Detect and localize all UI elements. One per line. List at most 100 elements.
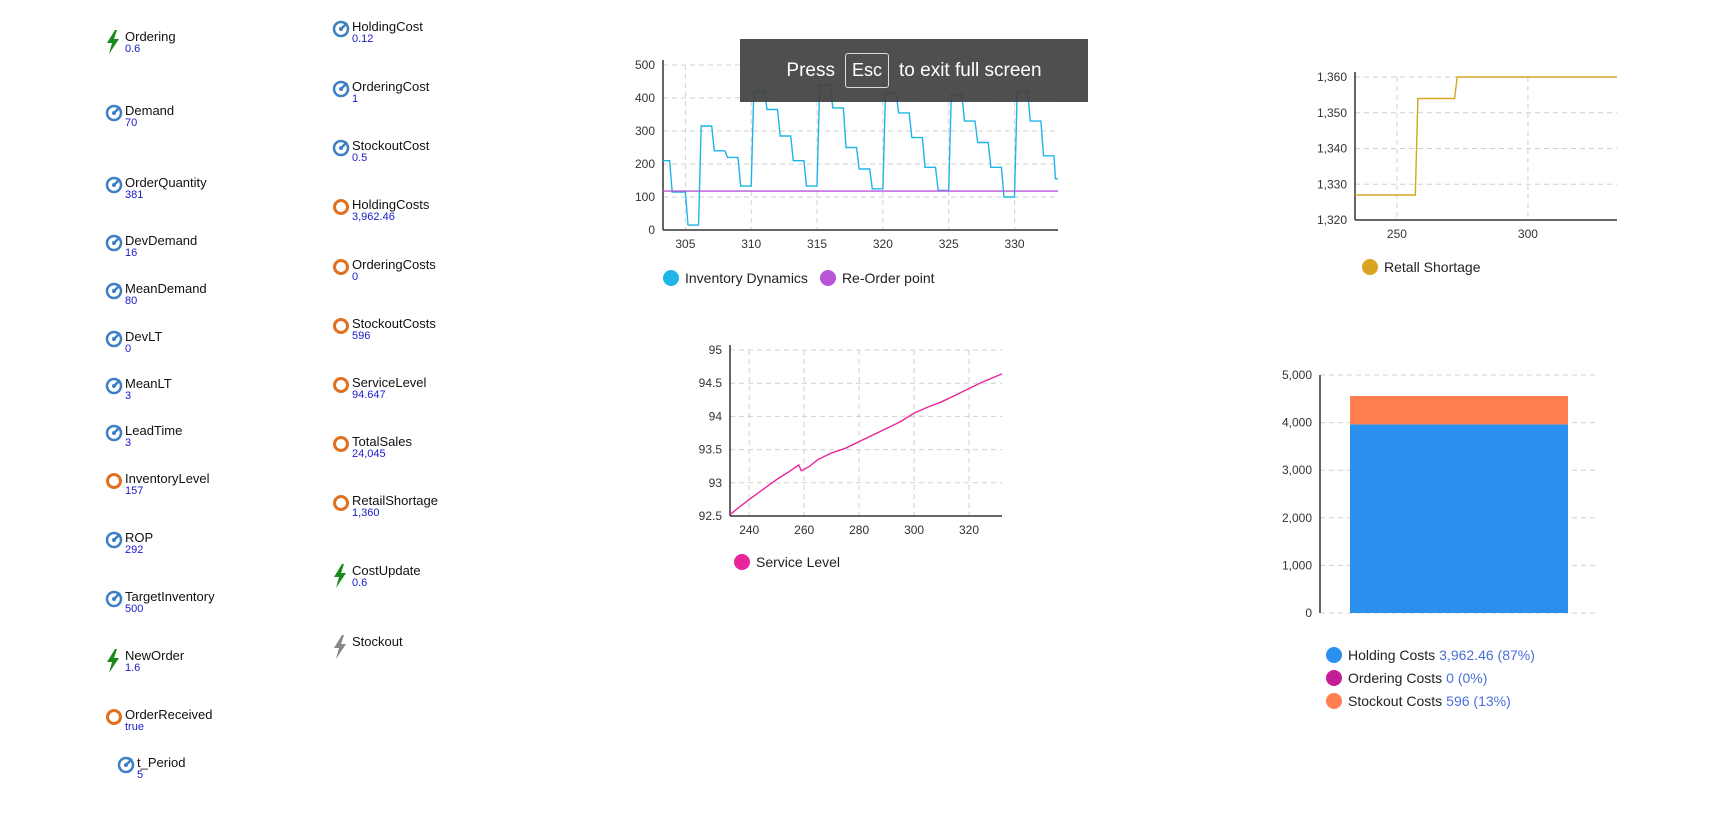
parameter-icon <box>105 531 123 551</box>
legend-label: Stockout Costs <box>1348 693 1443 709</box>
y-tick-label: 4,000 <box>1282 416 1312 430</box>
bar-segment-stockout-costs[interactable] <box>1350 396 1568 425</box>
variable-orderingcosts[interactable]: OrderingCosts 0 <box>332 258 436 283</box>
variable-text: DevDemand 16 <box>125 234 197 259</box>
variable-targetinventory[interactable]: TargetInventory 500 <box>105 590 215 615</box>
variable-text: OrderingCosts 0 <box>352 258 436 283</box>
y-tick-label: 1,330 <box>1317 177 1347 191</box>
legend-item-inventory[interactable]: Inventory Dynamics <box>663 270 808 286</box>
parameter-icon <box>332 139 350 159</box>
event-icon <box>332 635 350 659</box>
variable-name: DevLT <box>125 329 163 344</box>
variable-devlt[interactable]: DevLT 0 <box>105 330 162 355</box>
variable-stockoutcosts[interactable]: StockoutCosts 596 <box>332 317 436 342</box>
variable-retailshortage[interactable]: RetailShortage 1,360 <box>332 494 438 519</box>
variable-stockoutcost[interactable]: StockoutCost 0.5 <box>332 139 429 164</box>
legend-item-retail-shortage[interactable]: Retall Shortage <box>1362 259 1481 275</box>
variable-text: TotalSales 24,045 <box>352 435 412 460</box>
variable-name: InventoryLevel <box>125 471 210 486</box>
variable-leadtime[interactable]: LeadTime 3 <box>105 424 182 449</box>
variable-icon <box>332 198 350 218</box>
variable-value: 24,045 <box>352 448 386 460</box>
costs-legend: Holding Costs 3,962.46 (87%) Ordering Cos… <box>1326 647 1547 709</box>
x-tick-label: 325 <box>939 237 959 251</box>
variable-t_period[interactable]: t_Period 5 <box>117 756 185 781</box>
variable-stockout[interactable]: Stockout <box>332 635 403 659</box>
parameter-icon <box>105 176 123 196</box>
y-tick-label: 500 <box>635 58 655 72</box>
legend-dot <box>663 270 679 286</box>
variable-icon <box>332 435 350 455</box>
variable-value: 80 <box>125 295 138 307</box>
legend-dot <box>1362 259 1378 275</box>
variable-name: MeanLT <box>125 376 172 391</box>
parameter-icon <box>105 377 123 397</box>
variable-name: Stockout <box>352 634 403 649</box>
variable-name: HoldingCost <box>352 19 423 34</box>
variable-text: t_Period 5 <box>137 756 185 781</box>
parameter-icon <box>105 590 123 610</box>
variable-text: Ordering 0.6 <box>125 30 176 55</box>
bar-segment-holding-costs[interactable] <box>1350 424 1568 613</box>
variable-name: Ordering <box>125 29 176 44</box>
variable-inventorylevel[interactable]: InventoryLevel 157 <box>105 472 210 497</box>
variable-value: 70 <box>125 117 138 129</box>
variable-value: 5 <box>137 769 144 781</box>
y-tick-label: 2,000 <box>1282 511 1312 525</box>
variable-value: 3 <box>125 437 132 449</box>
legend-item-service-level[interactable]: Service Level <box>734 554 840 570</box>
fullscreen-exit-notice: Press Esc to exit full screen <box>740 39 1088 102</box>
variable-demand[interactable]: Demand 70 <box>105 104 174 129</box>
variable-value: 16 <box>125 247 138 259</box>
variable-text: DevLT 0 <box>125 330 162 355</box>
variable-totalsales[interactable]: TotalSales 24,045 <box>332 435 412 460</box>
legend-item-holding-costs[interactable]: Holding Costs 3,962.46 (87%) <box>1326 647 1535 663</box>
service-level-legend: Service Level <box>734 554 852 570</box>
variable-name: NewOrder <box>125 648 185 663</box>
legend-dot <box>734 554 750 570</box>
variable-holdingcost[interactable]: HoldingCost 0.12 <box>332 20 423 45</box>
legend-item-ordering-costs[interactable]: Ordering Costs 0 (0%) <box>1326 670 1487 686</box>
variable-costupdate[interactable]: CostUpdate 0.6 <box>332 564 421 589</box>
x-tick-label: 280 <box>849 523 869 535</box>
variable-icon <box>332 376 350 396</box>
variable-value: 1,360 <box>352 507 380 519</box>
variable-name: TargetInventory <box>125 589 215 604</box>
variable-value: 3,962.46 <box>352 211 395 223</box>
x-tick-label: 300 <box>904 523 924 535</box>
legend-value: 596 (13%) <box>1446 693 1511 709</box>
retail-shortage-chart: 1,320 1,330 1,340 1,350 1,360 250 300 <box>1317 70 1617 241</box>
variable-orderingcost[interactable]: OrderingCost 1 <box>332 80 429 105</box>
fullscreen-press-text: Press <box>786 59 835 81</box>
variable-rop[interactable]: ROP 292 <box>105 531 153 556</box>
variable-ordering[interactable]: Ordering 0.6 <box>105 30 176 55</box>
variable-text: MeanDemand 80 <box>125 282 207 307</box>
variable-value: true <box>125 721 144 733</box>
variable-meanlt[interactable]: MeanLT 3 <box>105 377 172 402</box>
variable-orderreceived[interactable]: OrderReceived true <box>105 708 212 733</box>
series-line-service-level <box>729 373 1003 516</box>
y-tick-label: 300 <box>635 124 655 138</box>
variable-devdemand[interactable]: DevDemand 16 <box>105 234 197 259</box>
event-icon <box>332 564 350 588</box>
variable-value: 0.12 <box>352 33 374 45</box>
y-tick-label: 93.5 <box>699 443 723 457</box>
legend-label: Retall Shortage <box>1384 259 1481 275</box>
variable-neworder[interactable]: NewOrder 1.6 <box>105 649 184 674</box>
variable-text: Stockout <box>352 635 403 649</box>
variable-icon <box>332 258 350 278</box>
y-tick-label: 3,000 <box>1282 463 1312 477</box>
variable-meandemand[interactable]: MeanDemand 80 <box>105 282 207 307</box>
variable-value: 500 <box>125 603 144 615</box>
legend-item-stockout-costs[interactable]: Stockout Costs 596 (13%) <box>1326 693 1511 709</box>
parameter-icon <box>105 424 123 444</box>
variable-name: RetailShortage <box>352 493 438 508</box>
variable-text: HoldingCosts 3,962.46 <box>352 198 429 223</box>
variable-holdingcosts[interactable]: HoldingCosts 3,962.46 <box>332 198 429 223</box>
legend-dot <box>1326 647 1342 663</box>
legend-item-reorder[interactable]: Re-Order point <box>819 270 935 286</box>
variable-text: ROP 292 <box>125 531 153 556</box>
variable-orderquantity[interactable]: OrderQuantity 381 <box>105 176 207 201</box>
variable-servicelevel[interactable]: ServiceLevel 94.647 <box>332 376 426 401</box>
variable-text: OrderingCost 1 <box>352 80 429 105</box>
